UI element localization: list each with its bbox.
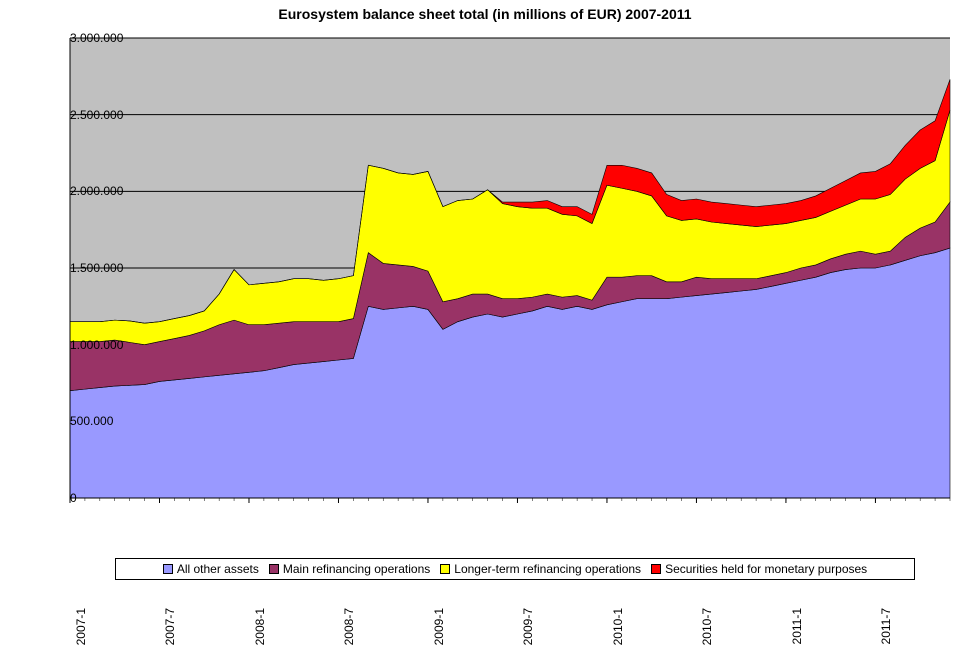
x-tick-label: 2008-1 (253, 608, 267, 645)
legend-label: All other assets (177, 562, 259, 576)
legend-item: Longer-term refinancing operations (440, 562, 641, 576)
legend-swatch (440, 564, 450, 574)
x-tick-label: 2009-1 (432, 608, 446, 645)
x-tick-label: 2007-7 (163, 608, 177, 645)
chart-svg (0, 0, 970, 604)
legend-label: Longer-term refinancing operations (454, 562, 641, 576)
legend-swatch (163, 564, 173, 574)
legend-swatch (651, 564, 661, 574)
x-tick-label: 2009-7 (521, 608, 535, 645)
legend-item: All other assets (163, 562, 259, 576)
legend-swatch (269, 564, 279, 574)
x-tick-label: 2010-7 (700, 608, 714, 645)
legend-item: Main refinancing operations (269, 562, 430, 576)
x-tick-label: 2011-1 (790, 608, 804, 644)
legend-item: Securities held for monetary purposes (651, 562, 867, 576)
x-tick-label: 2008-7 (342, 608, 356, 645)
legend-label: Securities held for monetary purposes (665, 562, 867, 576)
legend-label: Main refinancing operations (283, 562, 430, 576)
chart-container: Eurosystem balance sheet total (in milli… (0, 0, 970, 604)
x-tick-label: 2011-7 (879, 608, 893, 644)
legend: All other assets Main refinancing operati… (115, 558, 915, 580)
x-tick-label: 2010-1 (611, 608, 625, 645)
x-tick-label: 2007-1 (74, 608, 88, 645)
